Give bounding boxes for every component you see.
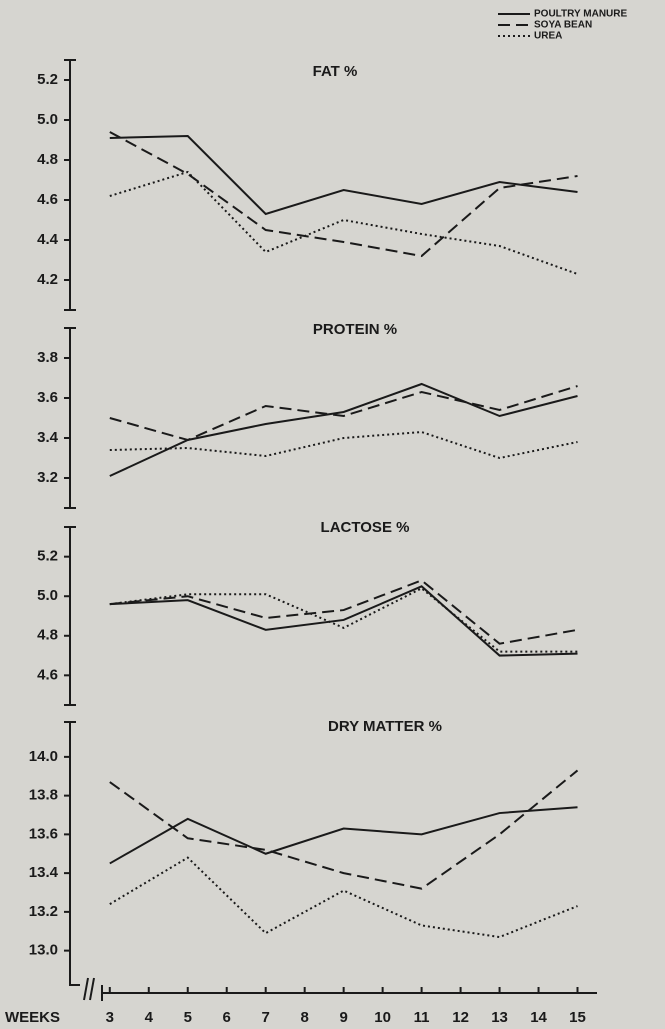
chart-title: DRY MATTER % (328, 718, 442, 735)
x-tick-label: 10 (374, 1009, 391, 1026)
y-tick-label: 5.0 (37, 587, 58, 604)
legend-label: SOYA BEAN (534, 20, 592, 31)
y-tick-label: 3.2 (37, 469, 58, 486)
y-tick-label: 13.0 (29, 942, 58, 959)
y-tick-label: 13.8 (29, 787, 58, 804)
series-line (109, 806, 578, 865)
series-line (109, 382, 578, 477)
x-tick-label: 14 (530, 1009, 547, 1026)
y-tick-label: 3.4 (37, 429, 59, 446)
series-line (109, 170, 578, 275)
y-tick-label: 3.8 (37, 349, 58, 366)
series-line (109, 579, 578, 645)
x-tick-label: 6 (223, 1009, 231, 1026)
y-tick-label: 5.2 (37, 548, 58, 565)
chart-title: FAT % (313, 63, 358, 80)
chart-title: PROTEIN % (313, 321, 397, 338)
x-tick-label: 3 (106, 1009, 114, 1026)
y-tick-label: 5.2 (37, 71, 58, 88)
y-tick-label: 4.8 (37, 627, 58, 644)
series-line (109, 585, 578, 657)
y-tick-label: 14.0 (29, 748, 58, 765)
y-tick-label: 13.2 (29, 903, 58, 920)
y-tick-label: 4.8 (37, 151, 58, 168)
x-axis-label: WEEKS (5, 1009, 60, 1026)
x-tick-label: 8 (301, 1009, 309, 1026)
x-tick-label: 9 (339, 1009, 347, 1026)
x-tick-label: 13 (491, 1009, 508, 1026)
x-tick-label: 4 (145, 1009, 154, 1026)
axis-break (69, 970, 95, 1001)
legend-label: UREA (534, 31, 562, 42)
series-line (109, 385, 578, 442)
series-line (109, 856, 578, 939)
x-tick-label: 7 (262, 1009, 270, 1026)
x-tick-label: 5 (184, 1009, 192, 1026)
series-line (109, 131, 578, 258)
series-line (109, 134, 578, 216)
y-tick-label: 13.4 (29, 864, 59, 881)
series-line (109, 769, 579, 890)
y-tick-label: 4.4 (37, 231, 59, 248)
legend-label: POULTRY MANURE (534, 9, 627, 20)
y-tick-label: 13.6 (29, 825, 58, 842)
x-tick-label: 11 (414, 1009, 430, 1026)
y-tick-label: 4.6 (37, 191, 58, 208)
chart-title: LACTOSE % (321, 519, 410, 536)
y-tick-label: 5.0 (37, 111, 58, 128)
series-line (109, 430, 578, 460)
y-tick-label: 4.6 (37, 666, 58, 683)
y-tick-label: 4.2 (37, 271, 58, 288)
series-line (109, 587, 578, 653)
x-tick-label: 12 (452, 1009, 469, 1026)
y-tick-label: 3.6 (37, 389, 58, 406)
x-tick-label: 15 (569, 1009, 586, 1026)
